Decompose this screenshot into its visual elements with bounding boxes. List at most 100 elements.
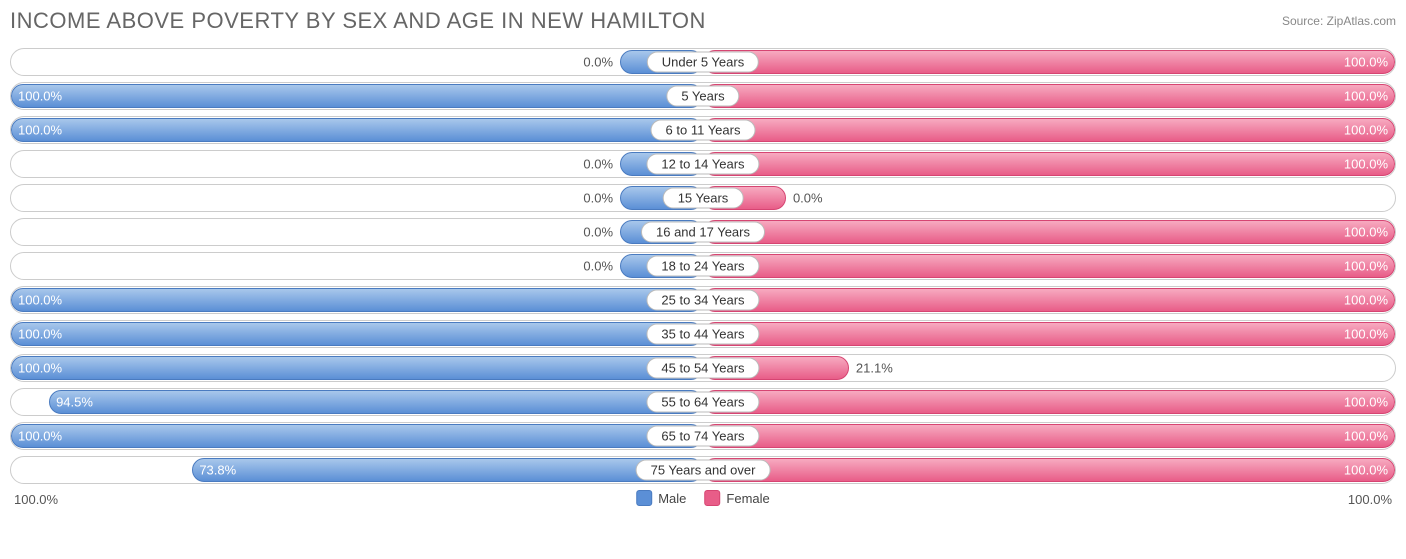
- legend-female-label: Female: [726, 491, 769, 506]
- female-half: 100.0%: [703, 287, 1395, 313]
- table-row: 73.8% 100.0%75 Years and over: [10, 456, 1396, 484]
- age-label: 65 to 74 Years: [646, 426, 759, 447]
- male-value: 100.0%: [18, 89, 62, 104]
- male-value: 100.0%: [18, 327, 62, 342]
- female-swatch-icon: [704, 490, 720, 506]
- age-label: 45 to 54 Years: [646, 358, 759, 379]
- male-half: 0.0%: [11, 49, 703, 75]
- table-row: 0.0% 100.0%18 to 24 Years: [10, 252, 1396, 280]
- female-bar: 100.0%: [703, 390, 1395, 414]
- female-value: 100.0%: [1344, 225, 1388, 240]
- female-bar: 100.0%: [703, 322, 1395, 346]
- age-label: 6 to 11 Years: [651, 120, 756, 141]
- male-value: 100.0%: [18, 361, 62, 376]
- male-bar: 94.5%: [49, 390, 703, 414]
- female-value: 100.0%: [1344, 55, 1388, 70]
- female-half: 0.0%: [703, 185, 1395, 211]
- legend: Male Female: [636, 490, 770, 506]
- male-half: 0.0%: [11, 253, 703, 279]
- male-bar: 100.0%: [11, 322, 703, 346]
- female-half: 100.0%: [703, 457, 1395, 483]
- male-value: 94.5%: [56, 395, 93, 410]
- age-label: Under 5 Years: [647, 52, 759, 73]
- female-bar: 100.0%: [703, 152, 1395, 176]
- age-label: 35 to 44 Years: [646, 324, 759, 345]
- male-bar: 100.0%: [11, 84, 703, 108]
- female-bar: 100.0%: [703, 458, 1395, 482]
- male-value: 0.0%: [583, 157, 613, 172]
- male-value: 0.0%: [583, 225, 613, 240]
- chart-container: INCOME ABOVE POVERTY BY SEX AND AGE IN N…: [0, 0, 1406, 559]
- female-bar: 100.0%: [703, 220, 1395, 244]
- table-row: 100.0% 100.0% 25 to 34 Years: [10, 286, 1396, 314]
- female-half: 100.0%: [703, 83, 1395, 109]
- axis-left-label: 100.0%: [14, 492, 58, 507]
- male-half: 100.0%: [11, 83, 703, 109]
- table-row: 100.0% 100.0% 65 to 74 Years: [10, 422, 1396, 450]
- legend-female: Female: [704, 490, 769, 506]
- female-value: 100.0%: [1344, 293, 1388, 308]
- male-value: 0.0%: [583, 259, 613, 274]
- male-half: 73.8%: [11, 457, 703, 483]
- male-value: 0.0%: [583, 55, 613, 70]
- female-bar: 100.0%: [703, 424, 1395, 448]
- age-label: 5 Years: [666, 86, 739, 107]
- chart-rows: 0.0%100.0%Under 5 Years100.0%100.0%5 Yea…: [10, 48, 1396, 484]
- female-half: 21.1%: [703, 355, 1395, 381]
- female-bar: 100.0%: [703, 118, 1395, 142]
- legend-male-label: Male: [658, 491, 686, 506]
- table-row: 100.0%100.0%5 Years: [10, 82, 1396, 110]
- male-value: 100.0%: [18, 293, 62, 308]
- female-value: 0.0%: [793, 191, 823, 206]
- chart-source: Source: ZipAtlas.com: [1282, 8, 1396, 28]
- female-half: 100.0%: [703, 117, 1395, 143]
- male-bar: 100.0%: [11, 356, 703, 380]
- female-half: 100.0%: [703, 219, 1395, 245]
- male-half: 100.0%: [11, 117, 703, 143]
- female-half: 100.0%: [703, 423, 1395, 449]
- male-bar: 100.0%: [11, 424, 703, 448]
- chart-header: INCOME ABOVE POVERTY BY SEX AND AGE IN N…: [10, 8, 1396, 34]
- male-half: 0.0%: [11, 219, 703, 245]
- female-bar: 100.0%: [703, 288, 1395, 312]
- legend-male: Male: [636, 490, 686, 506]
- age-label: 16 and 17 Years: [641, 222, 765, 243]
- male-half: 94.5%: [11, 389, 703, 415]
- male-bar: 73.8%: [192, 458, 703, 482]
- female-half: 100.0%: [703, 321, 1395, 347]
- chart-title: INCOME ABOVE POVERTY BY SEX AND AGE IN N…: [10, 8, 706, 34]
- table-row: 0.0% 100.0% 16 and 17 Years: [10, 218, 1396, 246]
- male-bar: 100.0%: [11, 118, 703, 142]
- age-label: 55 to 64 Years: [646, 392, 759, 413]
- table-row: 100.0% 21.1%45 to 54 Years: [10, 354, 1396, 382]
- male-half: 100.0%: [11, 321, 703, 347]
- table-row: 0.0% 100.0% Under 5 Years: [10, 48, 1396, 76]
- male-half: 0.0%: [11, 151, 703, 177]
- female-bar: 100.0%: [703, 50, 1395, 74]
- table-row: 0.0% 0.0% 15 Years: [10, 184, 1396, 212]
- female-half: 100.0%: [703, 389, 1395, 415]
- table-row: 94.5% 100.0%55 to 64 Years: [10, 388, 1396, 416]
- male-half: 0.0%: [11, 185, 703, 211]
- male-value: 0.0%: [583, 191, 613, 206]
- male-value: 100.0%: [18, 123, 62, 138]
- table-row: 100.0% 100.0% 35 to 44 Years: [10, 320, 1396, 348]
- male-bar: 100.0%: [11, 288, 703, 312]
- axis-right-label: 100.0%: [1348, 492, 1392, 507]
- age-label: 75 Years and over: [636, 460, 771, 481]
- male-swatch-icon: [636, 490, 652, 506]
- female-half: 100.0%: [703, 49, 1395, 75]
- female-half: 100.0%: [703, 253, 1395, 279]
- female-value: 100.0%: [1344, 429, 1388, 444]
- male-half: 100.0%: [11, 423, 703, 449]
- age-label: 15 Years: [663, 188, 744, 209]
- female-half: 100.0%: [703, 151, 1395, 177]
- table-row: 100.0%100.0%6 to 11 Years: [10, 116, 1396, 144]
- age-label: 25 to 34 Years: [646, 290, 759, 311]
- female-value: 100.0%: [1344, 157, 1388, 172]
- age-label: 12 to 14 Years: [646, 154, 759, 175]
- male-value: 73.8%: [199, 463, 236, 478]
- male-value: 100.0%: [18, 429, 62, 444]
- age-label: 18 to 24 Years: [646, 256, 759, 277]
- female-value: 100.0%: [1344, 327, 1388, 342]
